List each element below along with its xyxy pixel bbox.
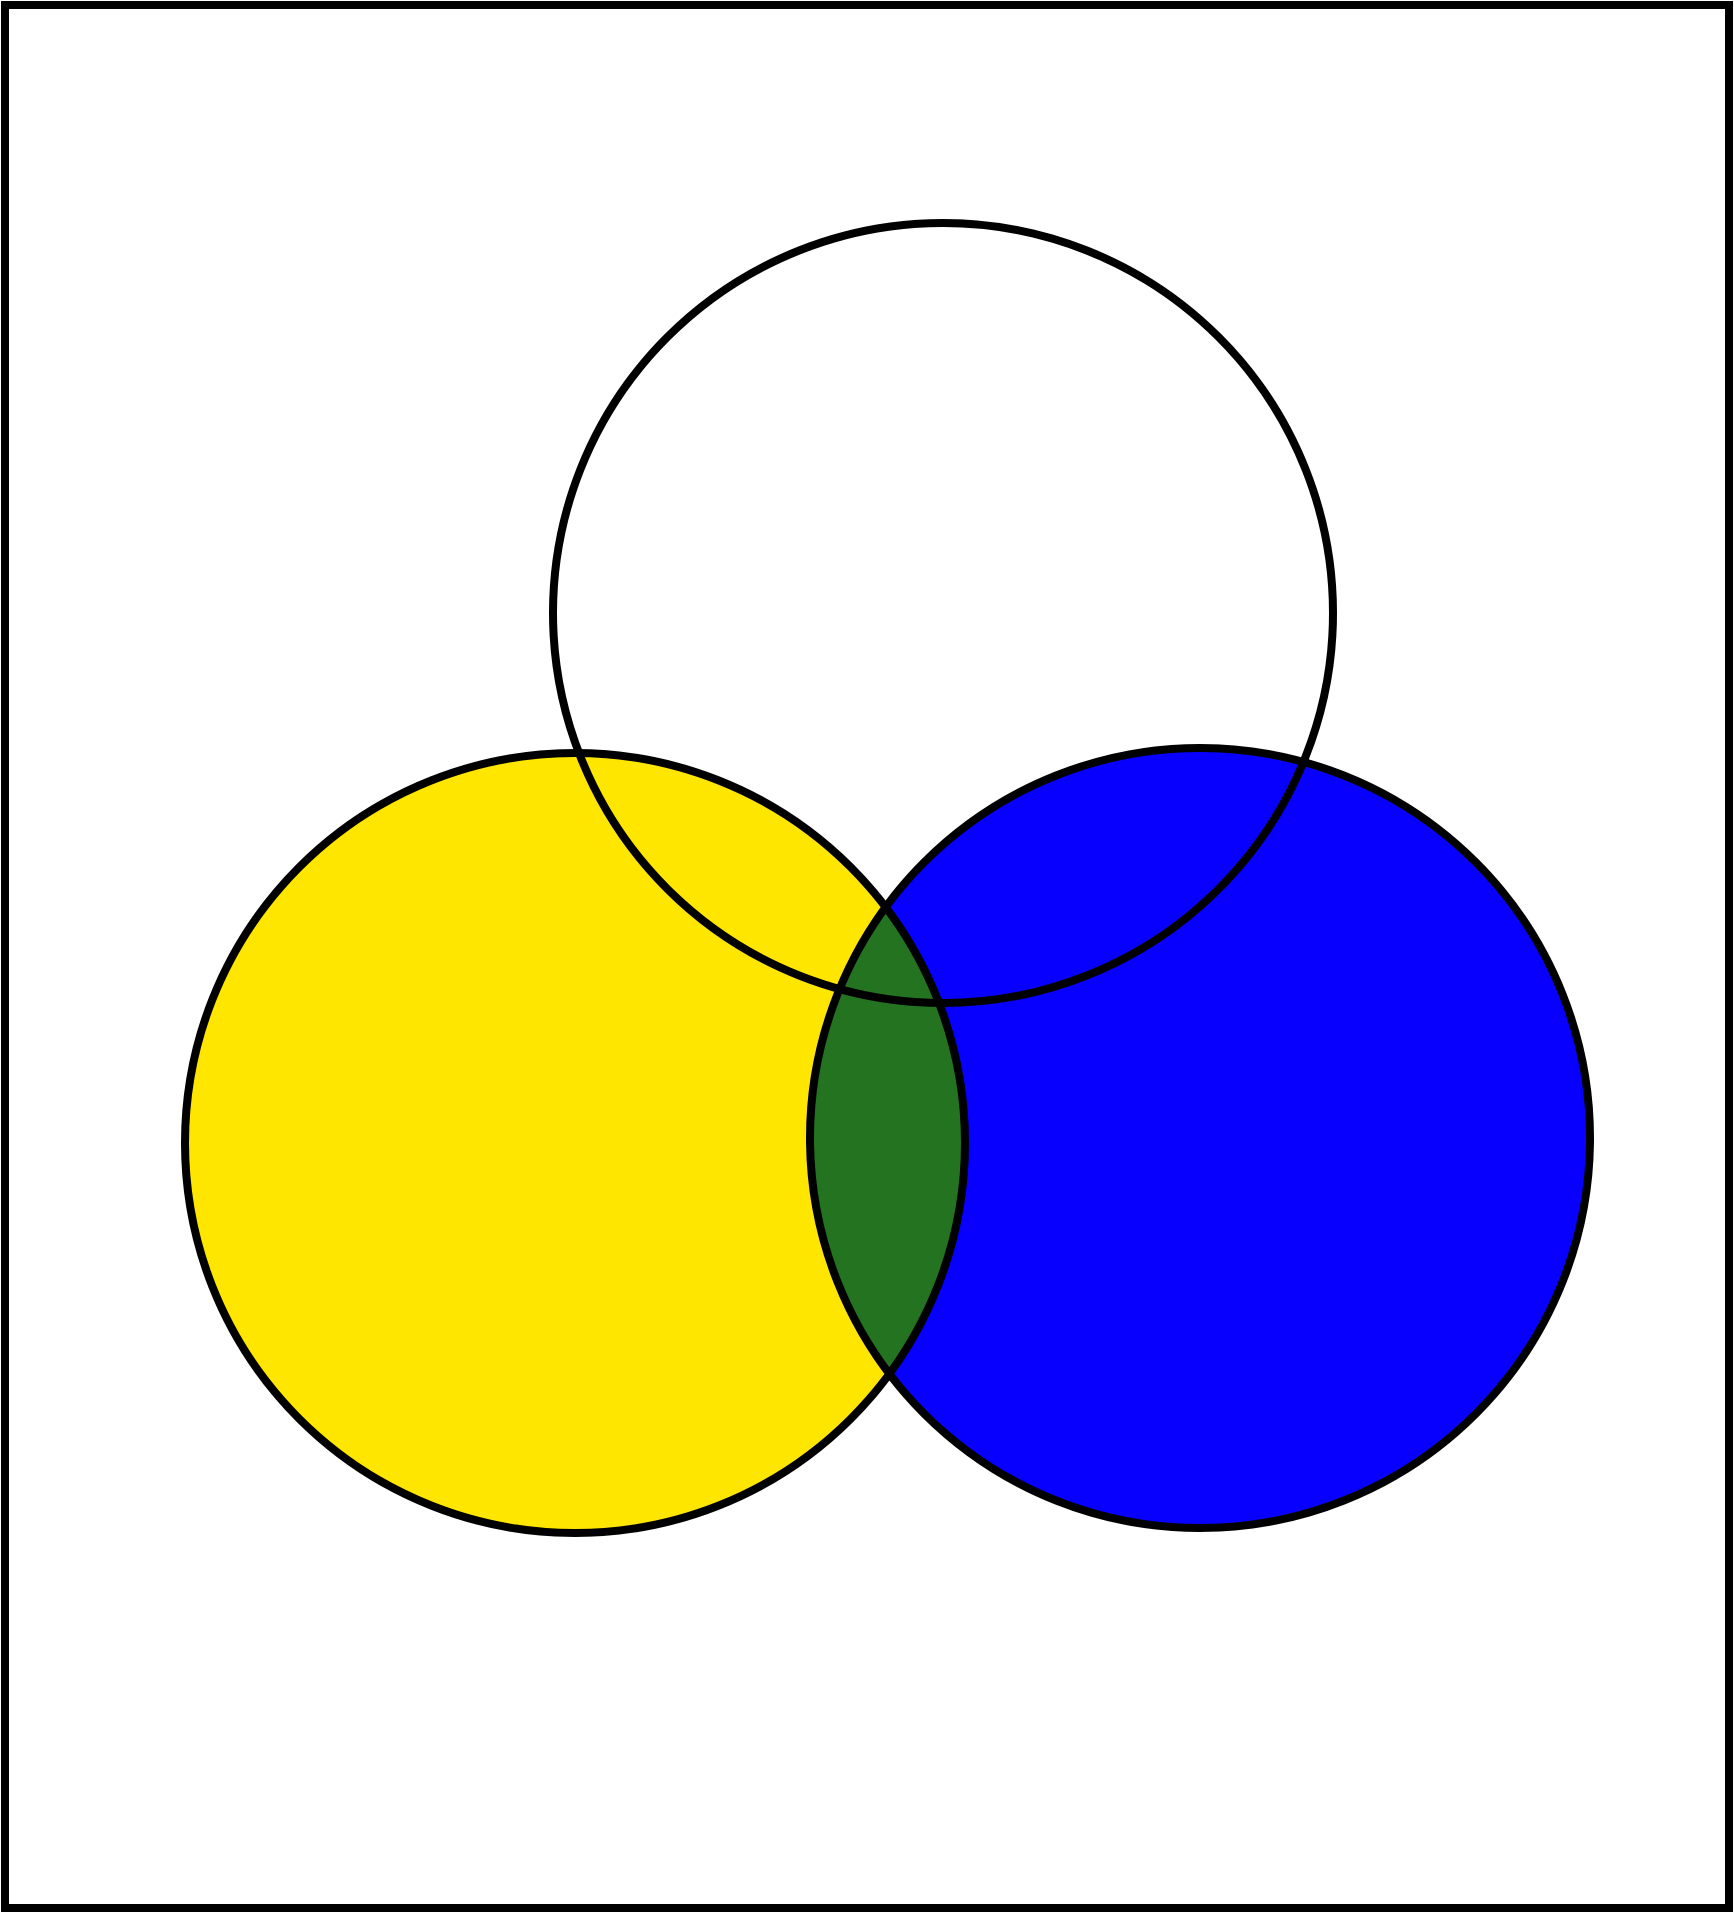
- right-circle-outline: [806, 744, 1594, 1532]
- top-circle-outline: [549, 219, 1337, 1007]
- left-circle-fill: [185, 753, 965, 1533]
- right-circle-fill: [810, 748, 1590, 1528]
